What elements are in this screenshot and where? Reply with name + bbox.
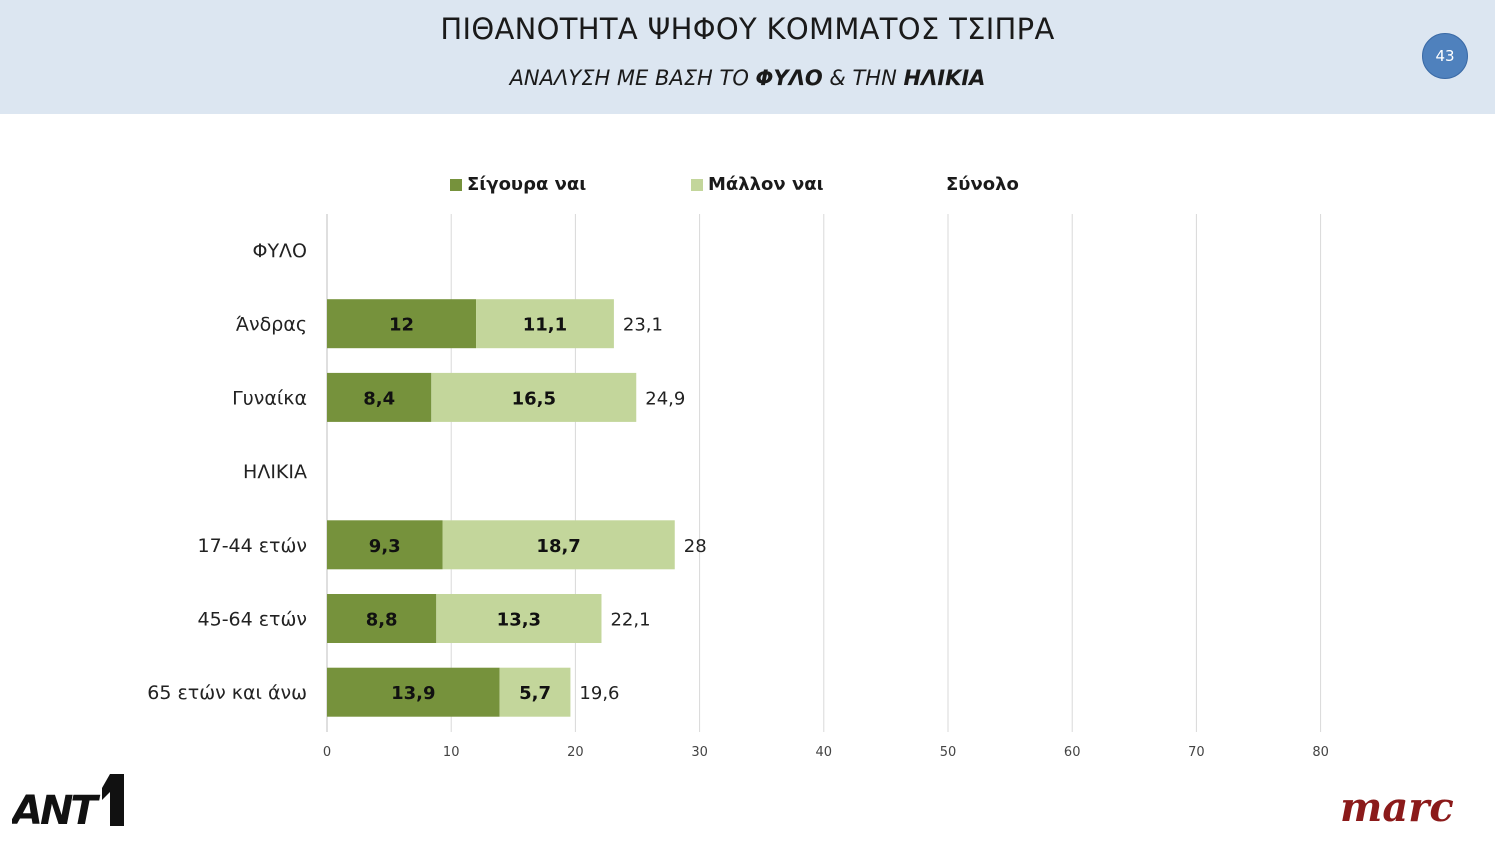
bar-value-label: 13,3 — [497, 610, 541, 631]
bar-segment-mallon — [499, 667, 571, 717]
page-title: ΠΙΘΑΝΟΤΗΤΑ ΨΗΦΟΥ ΚΟΜΜΑΤΟΣ ΤΣΙΠΡΑ — [440, 12, 1055, 46]
bar-value-label: 13,9 — [391, 683, 435, 704]
x-tick-label-20: 20 — [567, 745, 584, 760]
bar-value-label: 8,4 — [363, 388, 395, 409]
category-label: ΗΛΙΚΙΑ — [243, 461, 307, 483]
bar-segment-sigoura — [327, 667, 500, 717]
category-label: ΦΥΛΟ — [252, 240, 307, 262]
chart-legend: Σίγουρα ναι Μάλλον ναι Σύνολο — [0, 172, 1495, 200]
bar-value-label: 9,3 — [369, 536, 401, 557]
category-label: 45-64 ετών — [198, 609, 307, 631]
total-value-label: 19,6 — [579, 683, 619, 704]
legend-label-series2: Μάλλον ναι — [708, 174, 824, 195]
legend-item-series1: Σίγουρα ναι — [450, 174, 586, 195]
bar-segment-mallon — [442, 520, 675, 570]
x-tick-label-10: 10 — [443, 745, 460, 760]
subtitle-text-2: & ΤΗΝ — [822, 66, 904, 90]
ant1-logo-icon: ANT — [9, 774, 124, 834]
svg-text:ANT: ANT — [12, 788, 100, 828]
category-label: 17-44 ετών — [198, 535, 307, 557]
bar-segment-sigoura — [327, 594, 437, 643]
bar-segment-mallon — [436, 594, 602, 643]
legend-label-series1: Σίγουρα ναι — [467, 174, 587, 195]
subtitle-text-1: ΑΝΑΛΥΣΗ ΜΕ ΒΑΣΗ ΤΟ — [509, 66, 756, 90]
legend-swatch-series1 — [450, 178, 462, 191]
legend-item-total: Σύνολο — [946, 174, 1019, 195]
bar-segment-sigoura — [327, 372, 432, 422]
bar-value-label: 16,5 — [512, 388, 556, 409]
x-tick-label-80: 80 — [1312, 745, 1329, 760]
category-label: Άνδρας — [236, 314, 307, 336]
bar-segment-mallon — [431, 372, 637, 422]
subtitle-bold-gender: ΦΥΛΟ — [755, 66, 823, 90]
subtitle-bold-age: ΗΛΙΚΙΑ — [903, 66, 986, 90]
ant1-logo: ANT — [9, 772, 126, 834]
bar-value-label: 18,7 — [536, 536, 580, 557]
page-number-badge: 43 — [1422, 33, 1468, 79]
x-tick-label-0: 0 — [323, 745, 331, 760]
bar-value-label: 11,1 — [523, 315, 567, 336]
legend-item-series2: Μάλλον ναι — [691, 174, 824, 195]
bar-value-label: 12 — [389, 315, 414, 336]
bar-segment-sigoura — [327, 299, 477, 349]
x-tick-label-70: 70 — [1188, 745, 1205, 760]
page-subtitle: ΑΝΑΛΥΣΗ ΜΕ ΒΑΣΗ ΤΟ ΦΥΛΟ & ΤΗΝ ΗΛΙΚΙΑ — [0, 66, 1495, 90]
total-value-label: 24,9 — [645, 388, 685, 409]
legend-swatch-series2 — [691, 178, 703, 191]
x-tick-label-30: 30 — [691, 745, 708, 760]
legend-label-total: Σύνολο — [946, 174, 1019, 195]
total-value-label: 22,1 — [610, 610, 650, 631]
bar-value-label: 5,7 — [519, 683, 551, 704]
bar-segment-mallon — [476, 299, 614, 349]
x-tick-label-50: 50 — [940, 745, 957, 760]
x-tick-label-40: 40 — [816, 745, 833, 760]
category-label: 65 ετών και άνω — [147, 682, 307, 704]
x-tick-label-60: 60 — [1064, 745, 1081, 760]
marc-logo: marc — [1340, 784, 1454, 831]
header-banner: ΠΙΘΑΝΟΤΗΤΑ ΨΗΦΟΥ ΚΟΜΜΑΤΟΣ ΤΣΙΠΡΑ ΑΝΑΛΥΣΗ… — [0, 0, 1495, 114]
total-value-label: 28 — [684, 536, 707, 557]
bar-segment-sigoura — [327, 520, 443, 570]
total-value-label: 23,1 — [623, 315, 663, 336]
bar-value-label: 8,8 — [366, 610, 398, 631]
category-label: Γυναίκα — [232, 387, 307, 409]
